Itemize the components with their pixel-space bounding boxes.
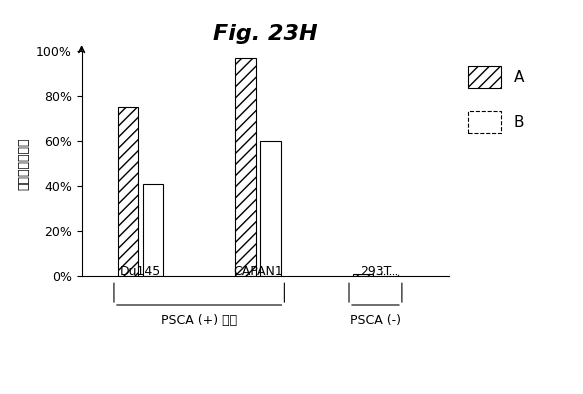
Text: Du145: Du145 — [120, 265, 161, 278]
Y-axis label: 腯癘致死の割合: 腯癘致死の割合 — [17, 137, 30, 190]
Bar — [353, 273, 373, 276]
Title: Fig. 23H: Fig. 23H — [213, 24, 318, 44]
Legend: A, B: A, B — [460, 59, 532, 140]
Bar — [378, 273, 398, 276]
Bar — [235, 58, 256, 276]
Bar — [260, 141, 280, 276]
Bar — [118, 108, 138, 276]
Text: PSCA (+) 腯癘: PSCA (+) 腯癘 — [161, 314, 237, 327]
Text: CAPAN1: CAPAN1 — [233, 265, 283, 278]
Text: 293T: 293T — [360, 265, 391, 278]
Bar — [143, 184, 163, 276]
Text: PSCA (-): PSCA (-) — [350, 314, 401, 327]
